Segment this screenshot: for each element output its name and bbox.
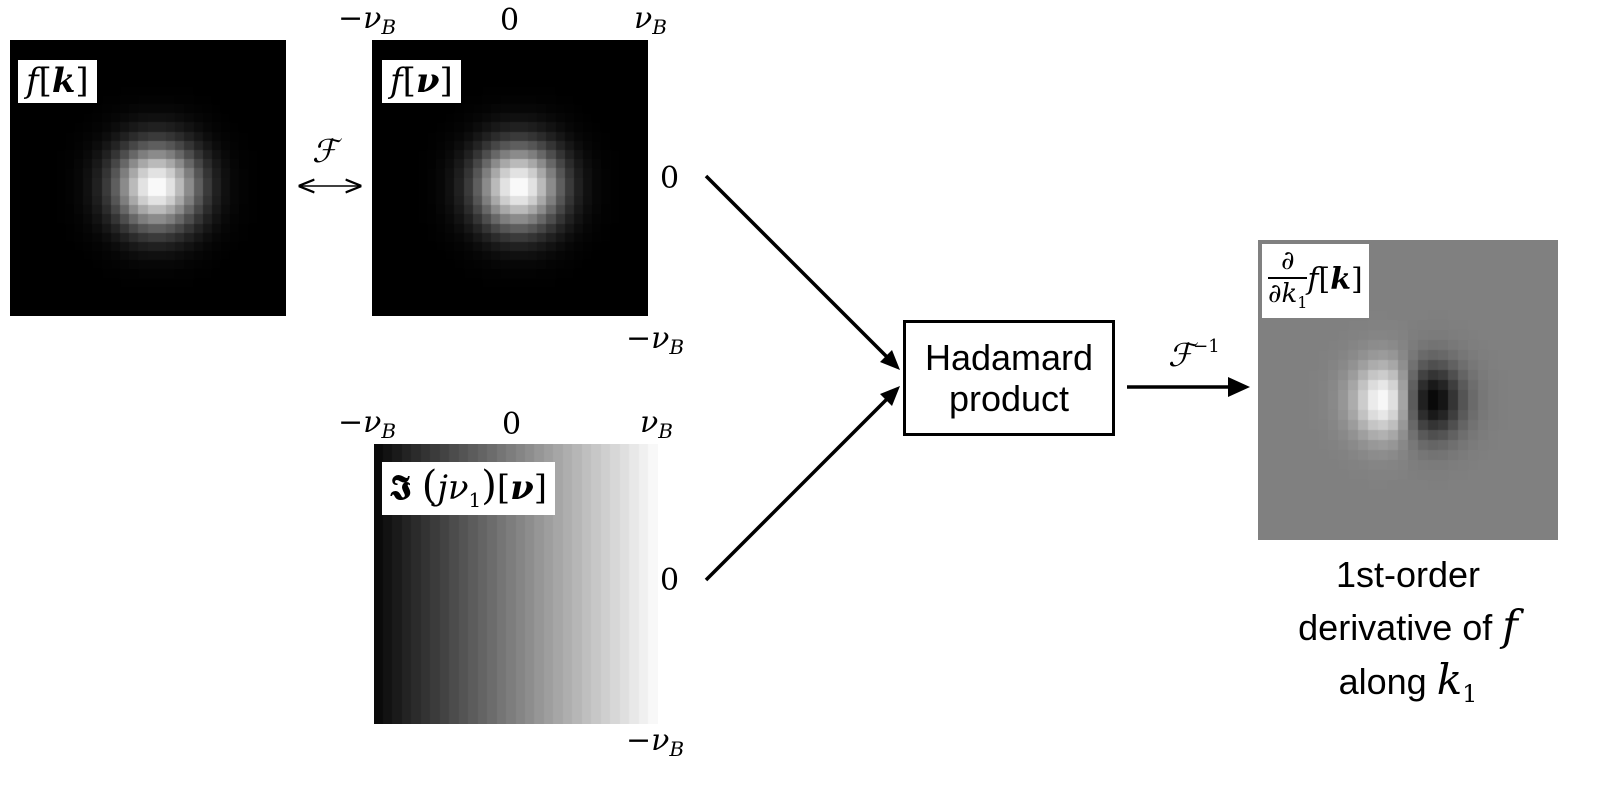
hadamard-line1: Hadamard [924,336,1094,378]
label-f-arg: k [51,61,76,101]
label-fhat-fn: f [390,61,403,101]
label-f-k: f[k] [18,60,97,103]
caption-var-k: k [1436,655,1463,705]
inverse-fourier-sup: −1 [1193,336,1220,357]
hadamard-product-box: Hadamard product [903,320,1115,436]
tick-top-right-1: νB [634,1,667,39]
tick-top-left-1: −νB [338,1,397,39]
label-ramp: 𝕴 (jν1)[ν] [382,462,555,515]
hat-mark: ^ [392,48,414,78]
label-fhat-arg: ν [415,61,440,101]
label-der-fn: f [1307,262,1319,298]
tick-top-left-2: −νB [338,405,397,443]
inverse-fourier-F: ℱ [1168,336,1194,374]
inverse-fourier-symbol: ℱ−1 [1168,336,1220,374]
caption-var-f: f [1502,600,1518,650]
caption-line3: along k1 [1338,655,1478,709]
derivative-caption: 1st-order derivative of f along k1 [1258,552,1558,711]
arrow-top-to-hadamard [704,174,894,364]
hadamard-line2: product [948,378,1070,419]
tick-right-bottom-2: −νB [626,723,685,761]
caption-line1: 1st-order [1335,554,1481,595]
arrow-bottom-to-hadamard [704,392,894,582]
tick-top-right-2: νB [640,405,673,443]
fraction-denominator: ∂k [1268,279,1298,310]
derivative-fraction: ∂ ∂k1 [1268,246,1308,313]
label-derivative: ∂ ∂k1 f[k] [1262,244,1369,319]
tick-top-mid-1: 0 [500,3,520,38]
label-ramp-script: 𝕴 [390,468,411,508]
label-f-hat: f ^ [ν] [382,50,461,103]
label-f-fn: f [26,61,39,101]
label-ramp-inner: jν [437,468,469,508]
caption-line2: derivative of f [1298,600,1518,650]
fourier-symbol: ℱ [312,132,338,170]
tick-top-mid-2: 0 [502,407,522,442]
label-der-arg: k [1330,262,1352,298]
fraction-numerator: ∂ [1280,246,1295,276]
tick-right-bottom-1: −νB [626,321,685,359]
tick-right-mid-2: 0 [660,563,680,598]
label-ramp-arg: ν [510,468,534,508]
tick-right-mid-1: 0 [660,161,680,196]
